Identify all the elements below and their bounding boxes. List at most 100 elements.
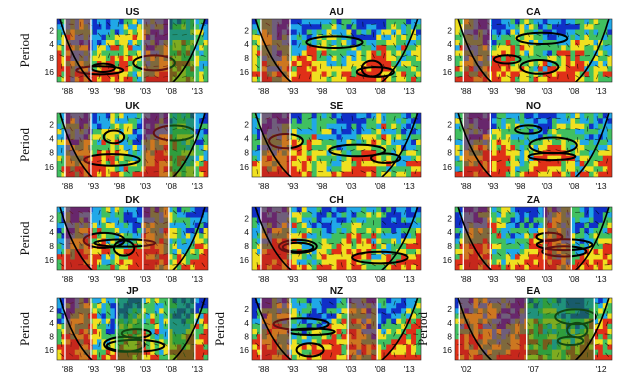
- y-tick-label: 4: [49, 39, 54, 49]
- heatmap-cell: [311, 264, 318, 270]
- heatmap-cell: [291, 254, 298, 261]
- heatmap-cell: [136, 207, 142, 213]
- heatmap-cell: [501, 45, 507, 52]
- heatmap-cell: [57, 134, 63, 141]
- heatmap-cell: [61, 76, 67, 82]
- heatmap-cell: [110, 254, 116, 261]
- heatmap-cell: [455, 212, 461, 219]
- heatmap-cell: [607, 145, 612, 151]
- heatmap-cell: [326, 139, 333, 146]
- phase-arrow: [193, 241, 195, 247]
- heatmap-cell: [505, 249, 512, 255]
- phase-arrow: [604, 243, 610, 245]
- heatmap-cell: [528, 123, 535, 130]
- heatmap-cell: [92, 155, 98, 162]
- heatmap-cell: [371, 24, 377, 31]
- heatmap-cell: [301, 50, 308, 57]
- heatmap-cell: [199, 254, 205, 261]
- heatmap-cell: [510, 228, 516, 234]
- phase-arrow: [413, 263, 419, 267]
- y-tick-label: 8: [447, 241, 452, 251]
- heatmap-cell: [371, 139, 377, 146]
- cone-of-influence: [59, 207, 206, 270]
- heatmap-cell: [136, 40, 142, 46]
- heatmap-cell: [459, 71, 465, 78]
- phase-arrow: [413, 158, 418, 164]
- phase-arrow: [183, 209, 186, 215]
- heatmap-cell: [528, 249, 535, 255]
- significance-contour: [519, 59, 560, 75]
- heatmap-cell: [326, 55, 333, 62]
- x-tick-label: '98: [514, 181, 525, 191]
- heatmap-cell: [519, 212, 525, 219]
- heatmap-cell: [326, 222, 333, 229]
- phase-arrow: [350, 32, 355, 37]
- heatmap-cell: [579, 264, 585, 270]
- heatmap-cell: [105, 259, 111, 266]
- heatmap-cell: [326, 76, 333, 82]
- heatmap-cell: [524, 217, 530, 224]
- heatmap-cell: [406, 24, 412, 31]
- heatmap-cell: [366, 145, 372, 151]
- heatmap-cell: [132, 228, 138, 234]
- heatmap-cell: [194, 45, 200, 52]
- heatmap-cell: [501, 150, 507, 157]
- phase-arrow: [255, 53, 260, 58]
- heatmap-cell: [459, 166, 465, 173]
- heatmap-cell: [311, 254, 318, 261]
- heatmap-cell: [119, 61, 125, 67]
- heatmap-cell: [386, 254, 392, 261]
- heatmap-cell: [391, 71, 397, 78]
- heatmap-cell: [57, 313, 63, 320]
- heatmap-cell: [185, 259, 191, 266]
- heatmap-cell: [593, 228, 599, 234]
- heatmap-cell: [455, 129, 461, 135]
- heatmap-cell: [598, 222, 604, 229]
- heatmap-cell: [132, 113, 138, 119]
- phase-arrow: [318, 138, 324, 141]
- heatmap-cell: [311, 166, 318, 173]
- heatmap-cell: [199, 45, 205, 52]
- phase-arrow: [516, 252, 521, 257]
- heatmap-cell: [141, 323, 147, 330]
- heatmap-cell: [141, 329, 147, 335]
- y-tick-label: 16: [45, 162, 55, 172]
- heatmap-cell: [575, 249, 581, 255]
- heatmap-cell: [524, 71, 530, 78]
- heatmap-cell: [145, 323, 151, 330]
- heatmap-cell: [199, 233, 205, 240]
- heatmap-cell: [515, 254, 521, 261]
- phase-arrow: [508, 137, 510, 143]
- heatmap-cell: [185, 233, 191, 240]
- heatmap-cell: [154, 308, 160, 315]
- heatmap-cell: [150, 298, 156, 304]
- heatmap-cell: [588, 259, 595, 266]
- heatmap-cell: [291, 243, 298, 250]
- heatmap-cell: [361, 129, 367, 135]
- heatmap-cell: [519, 238, 525, 245]
- heatmap-cell: [136, 118, 142, 125]
- heatmap-cell: [101, 334, 107, 340]
- heatmap-cell: [491, 71, 498, 78]
- x-tick-label: '13: [404, 181, 415, 191]
- heatmap-cell: [371, 76, 377, 82]
- heatmap-cell: [459, 61, 465, 67]
- heatmap-cell: [366, 150, 372, 157]
- heatmap-cell: [505, 222, 512, 229]
- heatmap-cell: [528, 113, 535, 119]
- heatmap-cell: [496, 50, 502, 57]
- heatmap-cell: [570, 161, 576, 167]
- heatmap-cell: [401, 45, 407, 52]
- heatmap-cell: [57, 238, 63, 245]
- heatmap-cell: [584, 139, 590, 146]
- heatmap-cell: [396, 222, 402, 229]
- plot-frame: [56, 18, 209, 83]
- heatmap-cell: [316, 76, 323, 82]
- heatmap-cell: [538, 50, 544, 57]
- heatmap-cell: [570, 118, 576, 125]
- heatmap-cell: [132, 249, 138, 255]
- heatmap-cell: [519, 171, 525, 177]
- heatmap-cell: [528, 238, 535, 245]
- heatmap-cell: [598, 259, 604, 266]
- heatmap-cell: [326, 217, 333, 224]
